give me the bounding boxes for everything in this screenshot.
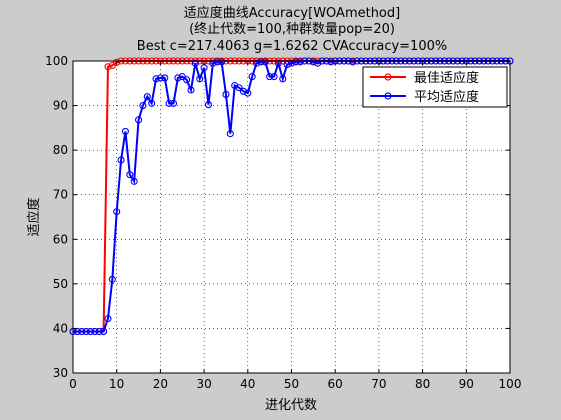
y-tick-label: 80 — [53, 143, 68, 157]
data-point-avg — [135, 116, 143, 124]
data-point-avg — [73, 327, 81, 336]
data-point-avg — [209, 59, 217, 67]
data-point-avg — [169, 99, 178, 107]
data-point-avg — [108, 275, 116, 283]
data-point-avg — [117, 156, 125, 164]
y-tick-label: 60 — [53, 232, 68, 246]
data-point-avg — [279, 75, 287, 83]
x-tick-label: 40 — [240, 377, 255, 391]
data-point-avg — [196, 75, 204, 83]
data-point-avg — [222, 90, 230, 98]
data-point-avg — [91, 327, 99, 336]
data-point-avg — [349, 58, 357, 66]
data-point-avg — [252, 59, 261, 67]
legend-marker-best — [384, 73, 392, 81]
y-tick-label: 70 — [53, 188, 68, 202]
data-point-avg — [226, 130, 234, 138]
data-point-avg — [248, 73, 256, 81]
y-tick-label: 40 — [53, 321, 68, 335]
data-point-avg — [113, 208, 121, 216]
data-point-avg — [266, 73, 274, 81]
y-tick-label: 100 — [45, 54, 68, 68]
x-tick-label: 0 — [69, 377, 77, 391]
y-axis-label: 适应度 — [26, 197, 42, 236]
y-tick-label: 90 — [53, 99, 68, 113]
data-point-avg — [270, 73, 278, 81]
x-tick-label: 100 — [499, 377, 522, 391]
grid — [73, 61, 510, 373]
data-point-avg — [187, 86, 195, 94]
data-point-avg — [292, 58, 300, 66]
data-point-avg — [283, 61, 291, 69]
ticks: 0 10 20 30 40 50 60 70 80 90 100 30 40 50 60 70 80 90 100 — [45, 54, 521, 391]
data-point-avg — [239, 87, 247, 95]
data-point-avg — [139, 102, 147, 110]
x-tick-label: 20 — [153, 377, 168, 391]
data-point-avg — [165, 99, 173, 107]
data-point-avg — [213, 58, 221, 66]
x-tick-label: 80 — [415, 377, 430, 391]
data-point-avg — [261, 58, 269, 66]
data-point-avg — [152, 75, 160, 83]
data-point-avg — [143, 93, 151, 101]
data-point-avg — [191, 59, 199, 67]
data-point-avg — [204, 101, 213, 109]
x-tick-label: 60 — [328, 377, 343, 391]
x-tick-label: 30 — [196, 377, 211, 391]
x-tick-label: 50 — [284, 377, 299, 391]
data-point-avg — [95, 327, 103, 336]
data-point-avg — [274, 59, 282, 67]
data-point-avg — [130, 177, 138, 185]
data-point-avg — [244, 89, 252, 97]
data-point-avg — [86, 327, 95, 336]
data-point-avg — [121, 127, 129, 135]
data-point-avg — [235, 84, 243, 92]
data-point-avg — [156, 74, 164, 82]
y-tick-label: 50 — [53, 277, 68, 291]
data-point-avg — [100, 327, 108, 336]
legend-label-avg: 平均适应度 — [414, 89, 479, 105]
x-tick-label: 70 — [371, 377, 386, 391]
data-point-avg — [296, 58, 304, 66]
legend: 最佳适应度 平均适应度 — [362, 66, 508, 108]
legend-marker-avg — [384, 92, 392, 100]
data-point-best — [104, 63, 112, 71]
data-point-avg — [82, 327, 90, 336]
data-point-avg — [309, 58, 317, 66]
chart-title-line-3: Best c=217.4063 g=1.6262 CVAccuracy=100% — [137, 39, 447, 54]
x-axis-label: 进化代数 — [265, 398, 317, 413]
data-point-avg — [327, 58, 335, 66]
data-point-avg — [161, 74, 169, 82]
chart-title-line-1: 适应度曲线Accuracy[WOAmethod] — [184, 5, 400, 21]
legend-label-best: 最佳适应度 — [414, 70, 479, 86]
data-point-avg — [78, 327, 86, 336]
data-point-avg — [287, 59, 296, 67]
data-point-avg — [183, 76, 191, 84]
data-point-avg — [174, 74, 182, 82]
data-point-avg — [148, 99, 156, 107]
data-point-best — [113, 58, 121, 66]
data-point-avg — [126, 171, 134, 179]
x-tick-label: 90 — [459, 377, 474, 391]
data-point-avg — [257, 58, 265, 66]
y-tick-label: 30 — [53, 366, 68, 380]
data-point-avg — [104, 315, 112, 323]
x-tick-label: 10 — [109, 377, 124, 391]
data-point-avg — [218, 58, 226, 66]
chart-title-line-2: (终止代数=100,种群数量pop=20) — [189, 21, 395, 37]
